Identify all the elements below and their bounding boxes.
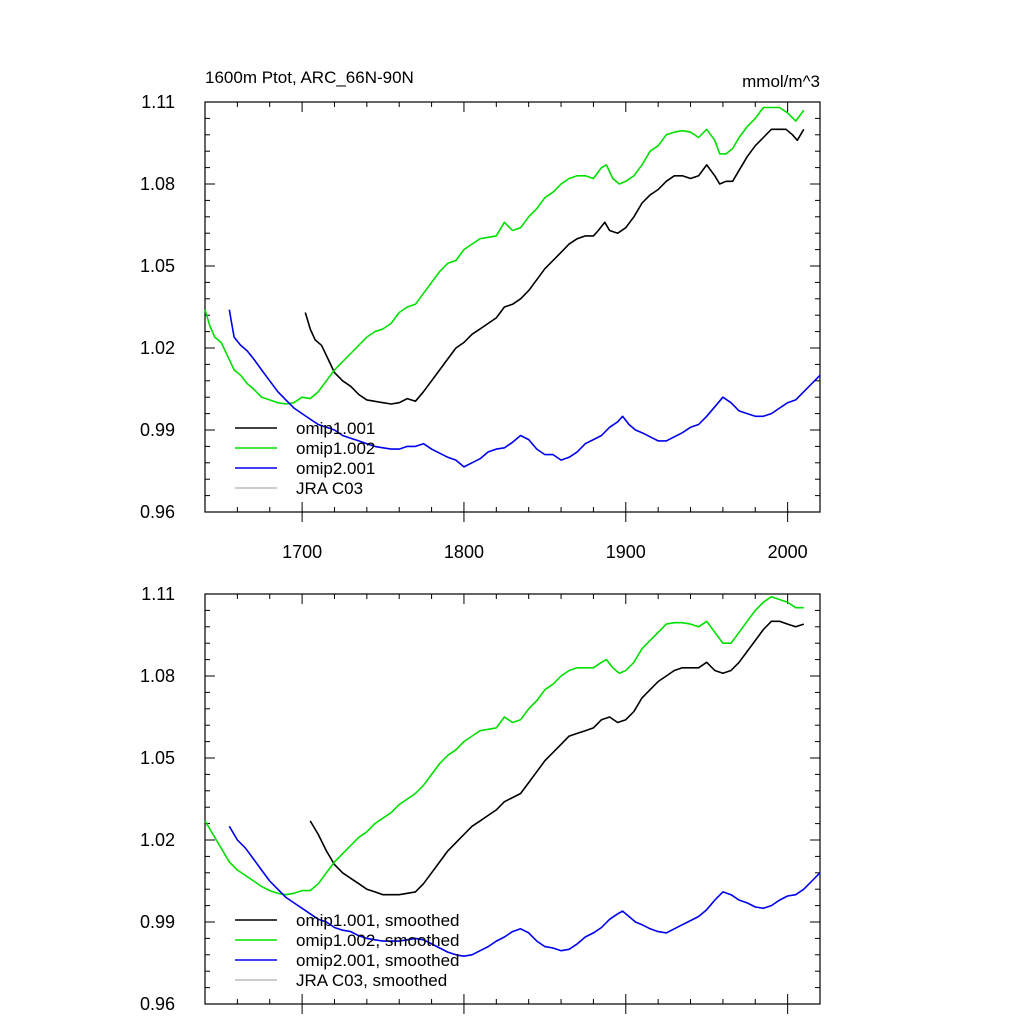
legend-label: omip1.001, smoothed xyxy=(296,911,460,930)
plot-frame xyxy=(204,593,821,1005)
legend-label: omip1.001 xyxy=(296,419,375,438)
series-line xyxy=(228,309,821,468)
plot-frame xyxy=(204,101,821,513)
series-line xyxy=(204,595,804,896)
y-tick-label: 1.05 xyxy=(140,256,175,276)
y-tick-label: 1.08 xyxy=(140,174,175,194)
x-tick-label: 2000 xyxy=(768,542,808,562)
y-tick-label: 1.11 xyxy=(141,584,175,604)
legend-label: JRA C03, smoothed xyxy=(296,971,447,990)
y-tick-label: 0.99 xyxy=(140,912,175,932)
y-tick-label: 0.96 xyxy=(140,994,175,1014)
top-panel: 1600m Ptot, ARC_66N-90N mmol/m^3 0.960.9… xyxy=(140,68,821,562)
legend-label: JRA C03 xyxy=(296,479,363,498)
legend-label: omip1.002, smoothed xyxy=(296,931,460,950)
y-tick-label: 0.99 xyxy=(140,420,175,440)
y-tick-label: 1.08 xyxy=(140,666,175,686)
legend-label: omip2.001, smoothed xyxy=(296,951,460,970)
tick-marks xyxy=(204,101,821,522)
series-line xyxy=(204,106,805,405)
x-tick-label: 1900 xyxy=(606,542,646,562)
x-tick-labels: 1700 1800 1900 2000 xyxy=(282,542,808,562)
y-tick-label: 1.02 xyxy=(140,830,175,850)
y-tick-label: 1.05 xyxy=(140,748,175,768)
x-tick-label: 1800 xyxy=(444,542,484,562)
legend-label: omip1.002 xyxy=(296,439,375,458)
series-line xyxy=(228,825,821,957)
series-lines xyxy=(204,106,821,468)
series-line xyxy=(309,620,805,896)
legend-label: omip2.001 xyxy=(296,459,375,478)
units-label: mmol/m^3 xyxy=(742,72,820,91)
y-tick-label: 0.96 xyxy=(140,502,175,522)
bottom-panel: 0.96 0.99 1.02 1.05 1.08 1.11 omip1.001, smoo… xyxy=(140,584,821,1014)
x-tick-label: 1700 xyxy=(282,542,322,562)
panel-title: 1600m Ptot, ARC_66N-90N xyxy=(205,68,414,87)
series-lines xyxy=(204,595,821,957)
y-tick-labels: 0.96 0.99 1.02 1.05 1.08 1.11 xyxy=(140,584,175,1014)
tick-marks xyxy=(204,593,821,1014)
y-tick-label: 1.02 xyxy=(140,338,175,358)
series-line xyxy=(304,128,805,405)
y-tick-labels: 0.96 0.99 1.02 1.05 1.08 1.11 xyxy=(140,92,175,522)
y-tick-label: 1.11 xyxy=(141,92,175,112)
